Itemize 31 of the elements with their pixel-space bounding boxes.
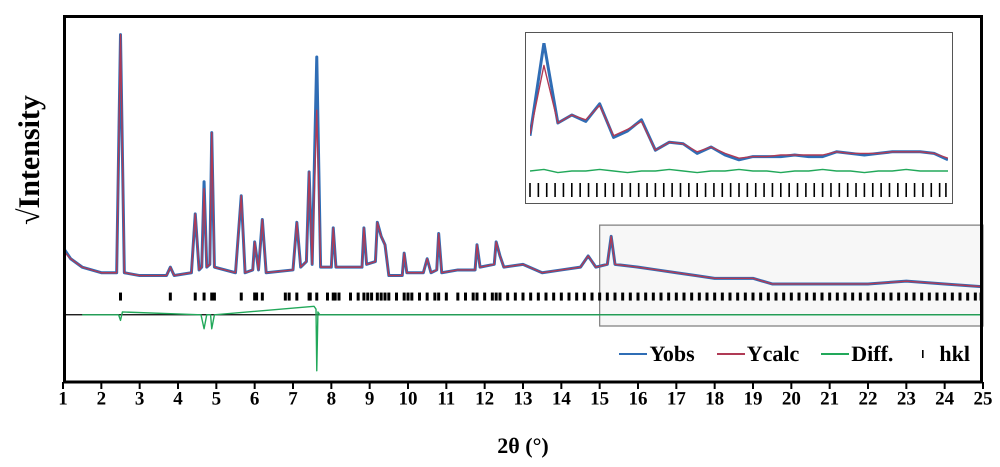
y-axis-title: √Intensity xyxy=(13,95,47,225)
x-tick-label: 19 xyxy=(744,388,762,410)
legend-label: Yobs xyxy=(649,341,695,367)
x-tick-label: 15 xyxy=(590,388,610,410)
x-tick-label: 13 xyxy=(514,388,532,410)
x-tick-label: 24 xyxy=(935,388,955,410)
x-tick-label: 3 xyxy=(134,388,144,410)
x-tick-label: 10 xyxy=(398,388,418,410)
x-tick-label: 9 xyxy=(364,388,374,410)
x-axis-title: 2θ (°) xyxy=(497,433,549,458)
legend-label: hkl xyxy=(939,341,970,367)
x-tick-label: 11 xyxy=(437,388,456,410)
x-tick-label: 22 xyxy=(858,388,878,410)
x-tick-label: 21 xyxy=(820,388,840,410)
x-tick-label: 25 xyxy=(974,388,992,410)
x-tick-label: 6 xyxy=(250,388,260,410)
legend-label: Diff. xyxy=(851,341,894,367)
x-tick-label: 8 xyxy=(326,388,336,410)
x-tick-label: 5 xyxy=(212,388,222,410)
x-tick-label: 18 xyxy=(705,388,724,410)
x-tick-label: 4 xyxy=(173,388,184,410)
x-tick-label: 7 xyxy=(288,388,298,410)
x-tick-label: 16 xyxy=(628,388,648,410)
legend-label: Ycalc xyxy=(746,341,800,367)
x-tick-label: 23 xyxy=(896,388,916,410)
x-tick-label: 14 xyxy=(552,388,572,410)
x-tick-label: 17 xyxy=(666,388,686,410)
x-tick-label: 1 xyxy=(58,388,68,410)
x-tick-label: 20 xyxy=(782,388,801,410)
x-tick-label: 2 xyxy=(96,388,106,410)
x-tick-label: 12 xyxy=(475,388,494,410)
